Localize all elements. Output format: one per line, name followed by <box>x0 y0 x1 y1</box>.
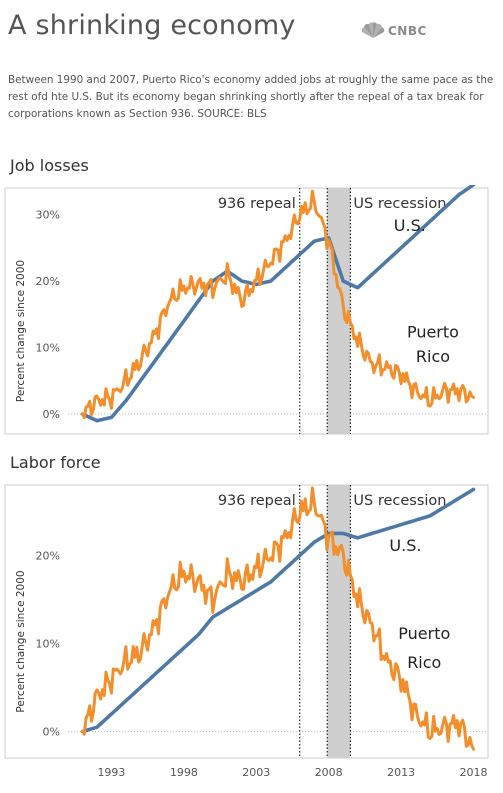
y-tick-label: 20% <box>36 275 60 288</box>
recession-band <box>327 188 351 434</box>
y-axis-label: Percent change since 2000 <box>15 570 27 712</box>
y-tick-label: 20% <box>36 549 60 562</box>
series-label: Rico <box>407 653 441 672</box>
job-losses-chart: 936 repeal US recession 0% 10% 20% 30% Percent… <box>4 185 489 435</box>
peacock-icon <box>361 22 385 38</box>
x-tick-label: 1993 <box>97 766 125 779</box>
x-tick-label: 2008 <box>315 766 343 779</box>
chart-title-job-losses: Job losses <box>10 156 89 175</box>
x-tick-label: 2013 <box>387 766 415 779</box>
logo-text: CNBC <box>388 24 427 38</box>
chart-title-labor-force: Labor force <box>10 453 101 472</box>
labor-force-chart: 936 repeal US recession 0% 10% 20% Percent ch… <box>4 484 489 779</box>
recession-band <box>327 485 351 758</box>
plot-frame <box>4 484 489 759</box>
y-tick-label: 30% <box>36 209 60 222</box>
puerto-rico-series-line <box>81 486 475 751</box>
series-label: Rico <box>416 347 450 366</box>
x-tick-label: 2003 <box>242 766 270 779</box>
series-label: U.S. <box>389 536 421 555</box>
y-tick-label: 0% <box>43 408 60 421</box>
us-series-line <box>80 185 476 423</box>
series-label: Puerto <box>398 624 450 643</box>
y-tick-label: 0% <box>43 726 60 739</box>
series-label: Puerto <box>407 323 459 342</box>
repeal-label: 936 repeal <box>218 493 296 509</box>
page-title: A shrinking economy <box>8 10 296 41</box>
y-axis-label: Percent change since 2000 <box>15 260 27 402</box>
series-label: U.S. <box>394 216 426 235</box>
recession-label: US recession <box>353 493 446 509</box>
repeal-label: 936 repeal <box>218 196 296 212</box>
puerto-rico-series-line <box>81 189 475 420</box>
y-tick-label: 10% <box>36 638 60 651</box>
x-tick-label: 1998 <box>170 766 198 779</box>
y-tick-label: 10% <box>36 342 60 355</box>
recession-label: US recession <box>353 196 446 212</box>
cnbc-logo: CNBC <box>360 22 427 40</box>
x-tick-label: 2018 <box>460 766 488 779</box>
description: Between 1990 and 2007, Puerto Rico's eco… <box>8 74 494 120</box>
plot-frame <box>4 187 489 435</box>
us-series-line <box>80 487 476 734</box>
